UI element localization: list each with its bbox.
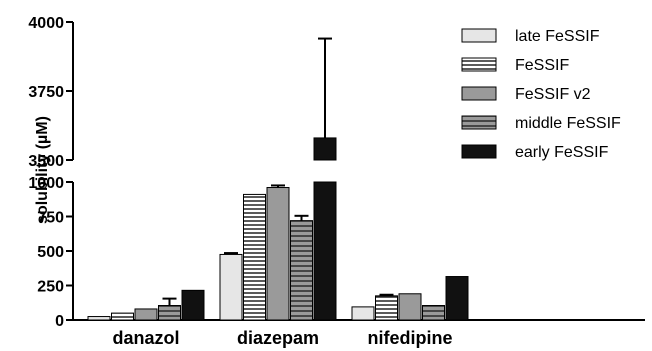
y-tick-label: 3500 (28, 153, 64, 170)
y-tick-label: 4000 (28, 15, 64, 32)
bar (422, 305, 445, 321)
x-category-label: nifedipine (368, 328, 453, 348)
y-tick-label: 0 (55, 313, 64, 330)
legend-swatch (461, 144, 497, 159)
y-tick-label: 750 (37, 210, 64, 227)
y-tick-label: 250 (37, 279, 64, 296)
bar (445, 276, 469, 321)
legend-swatch (461, 57, 497, 72)
x-category-labels: danazol diazepam nifedipine (112, 328, 452, 348)
legend-label: middle FeSSIF (515, 115, 621, 132)
legend-label: FeSSIF v2 (515, 86, 591, 103)
y-tick-labels: 0 250 500 750 1000 3500 3750 4000 (28, 15, 64, 330)
bar (219, 253, 243, 321)
bar (243, 193, 266, 321)
bar-group (87, 37, 469, 321)
x-category-label: diazepam (237, 328, 319, 348)
bar (290, 220, 313, 321)
bar-upper-segment (313, 137, 337, 161)
bar (351, 306, 375, 321)
bar (111, 312, 134, 321)
bar (134, 308, 158, 321)
bar (181, 289, 205, 321)
x-category-label: danazol (112, 328, 179, 348)
y-tick-label: 3750 (28, 84, 64, 101)
bar (313, 181, 337, 321)
legend-label: late FeSSIF (515, 28, 600, 45)
legend-swatch (461, 86, 497, 101)
legend-swatch (461, 28, 497, 43)
legend-label: FeSSIF (515, 57, 569, 74)
y-tick-label: 500 (37, 244, 64, 261)
legend-label: early FeSSIF (515, 144, 609, 161)
bar (375, 295, 398, 321)
y-axis-label: solubility (µM) (34, 116, 51, 224)
bar (87, 316, 111, 321)
legend-swatch (461, 115, 497, 130)
bar (266, 187, 290, 321)
y-tick-label: 1000 (28, 175, 64, 192)
legend: late FeSSIF FeSSIF FeSSIF v2 middle FeSSIF e… (461, 28, 621, 161)
bar (158, 305, 181, 321)
bar (398, 293, 422, 321)
